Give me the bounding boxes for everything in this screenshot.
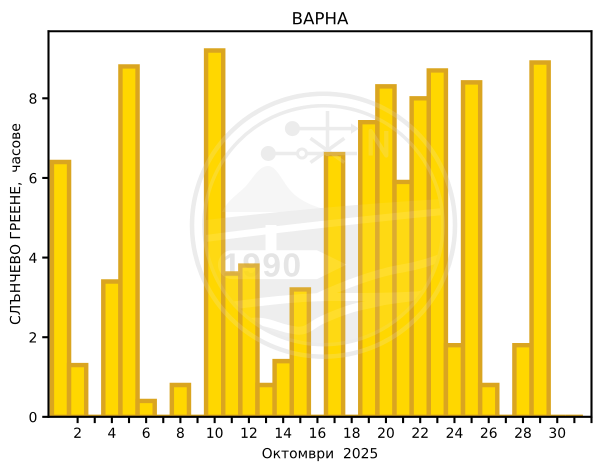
svg-text:1990: 1990	[222, 248, 302, 285]
